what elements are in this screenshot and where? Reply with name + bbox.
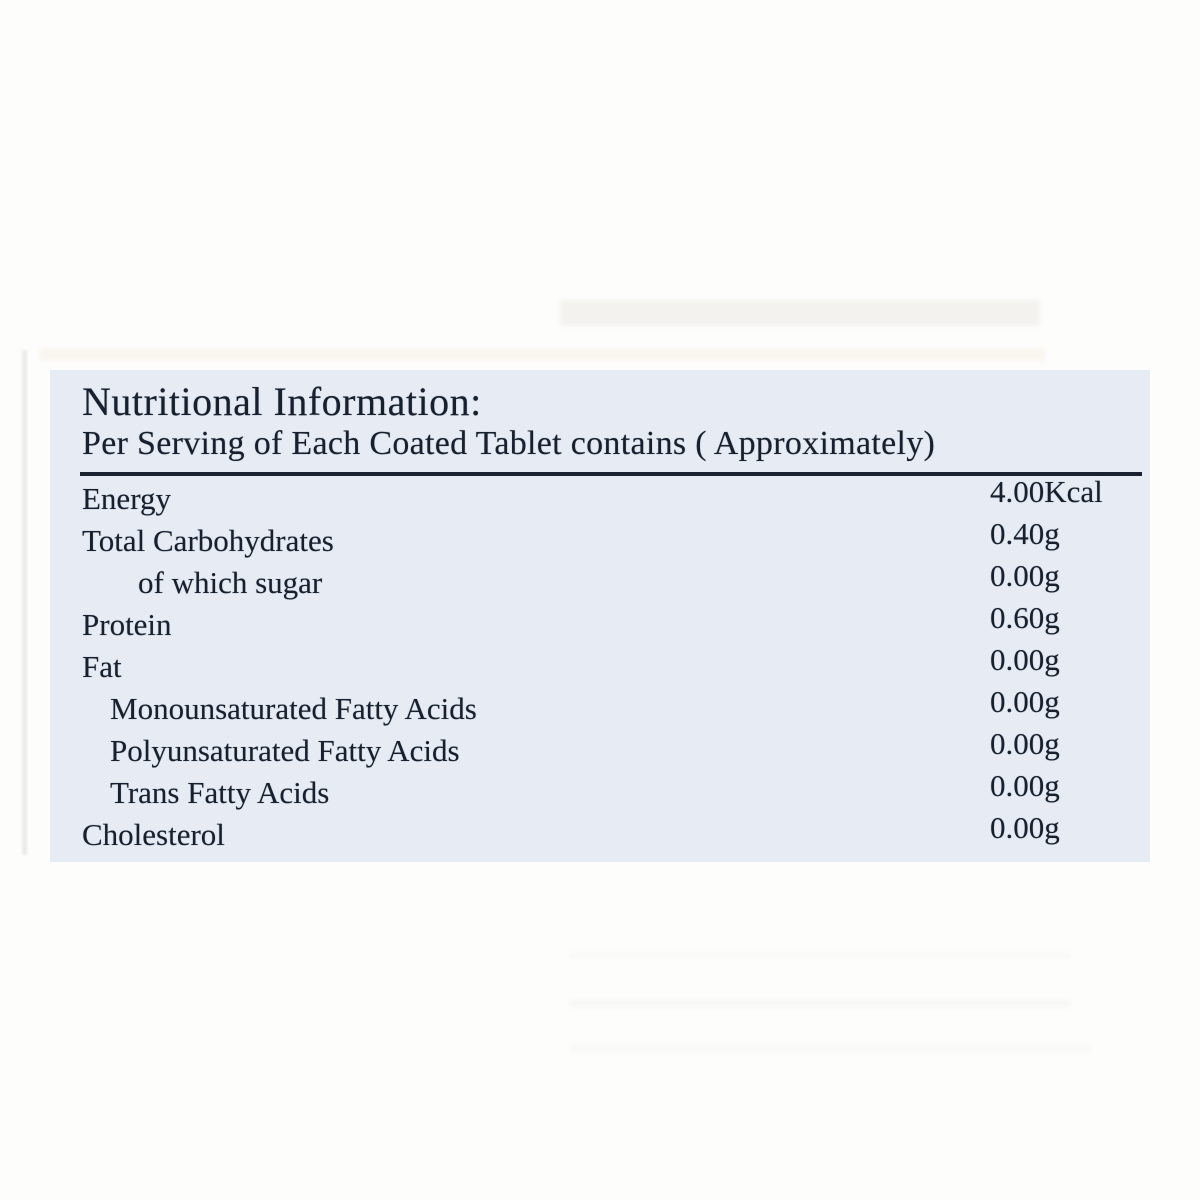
nutrition-table: Energy 4.00Kcal Total Carbohydrates 0.40… (80, 474, 1142, 858)
nutrient-value: 0.00g (990, 726, 1060, 761)
nutrient-name: Polyunsaturated Fatty Acids (110, 733, 460, 768)
nutrient-value: 0.00g (990, 642, 1060, 677)
header-divider (80, 472, 1142, 476)
nutrient-name: Trans Fatty Acids (110, 775, 330, 810)
nutrient-value: 0.00g (990, 768, 1060, 803)
nutrient-name: of which sugar (138, 565, 323, 600)
serving-info: Per Serving of Each Coated Tablet contai… (82, 425, 936, 462)
nutrient-value: 0.00g (990, 684, 1060, 719)
nutrient-name: Total Carbohydrates (82, 523, 334, 558)
ghost-print-artifact (570, 1000, 1070, 1007)
nutrition-label-panel: Nutritional Information: Per Serving of … (50, 370, 1150, 862)
table-row: of which sugar 0.00g (80, 558, 1142, 606)
nutrient-name: Protein (82, 607, 172, 642)
table-row: Energy 4.00Kcal (80, 474, 1142, 522)
nutrient-name: Fat (82, 649, 122, 684)
nutrient-name: Monounsaturated Fatty Acids (110, 691, 477, 726)
ghost-fold-line (22, 350, 27, 855)
table-row: Total Carbohydrates 0.40g (80, 516, 1142, 564)
nutrient-value: 0.60g (990, 600, 1060, 635)
nutrient-name: Energy (82, 481, 171, 516)
ghost-print-artifact (40, 348, 1045, 361)
table-row: Monounsaturated Fatty Acids 0.00g (80, 684, 1142, 732)
nutrient-name: Cholesterol (82, 817, 225, 852)
nutrient-value: 0.00g (990, 558, 1060, 593)
table-row: Cholesterol 0.00g (80, 810, 1142, 858)
ghost-print-artifact (570, 1046, 1090, 1053)
nutrient-value: 0.00g (990, 810, 1060, 845)
table-row: Polyunsaturated Fatty Acids 0.00g (80, 726, 1142, 774)
nutrient-value: 4.00Kcal (990, 474, 1103, 509)
table-row: Protein 0.60g (80, 600, 1142, 648)
ghost-print-artifact (560, 300, 1040, 326)
table-row: Fat 0.00g (80, 642, 1142, 690)
ghost-print-artifact (570, 953, 1070, 958)
table-row: Trans Fatty Acids 0.00g (80, 768, 1142, 816)
nutrition-title: Nutritional Information: (82, 379, 482, 424)
nutrient-value: 0.40g (990, 516, 1060, 551)
